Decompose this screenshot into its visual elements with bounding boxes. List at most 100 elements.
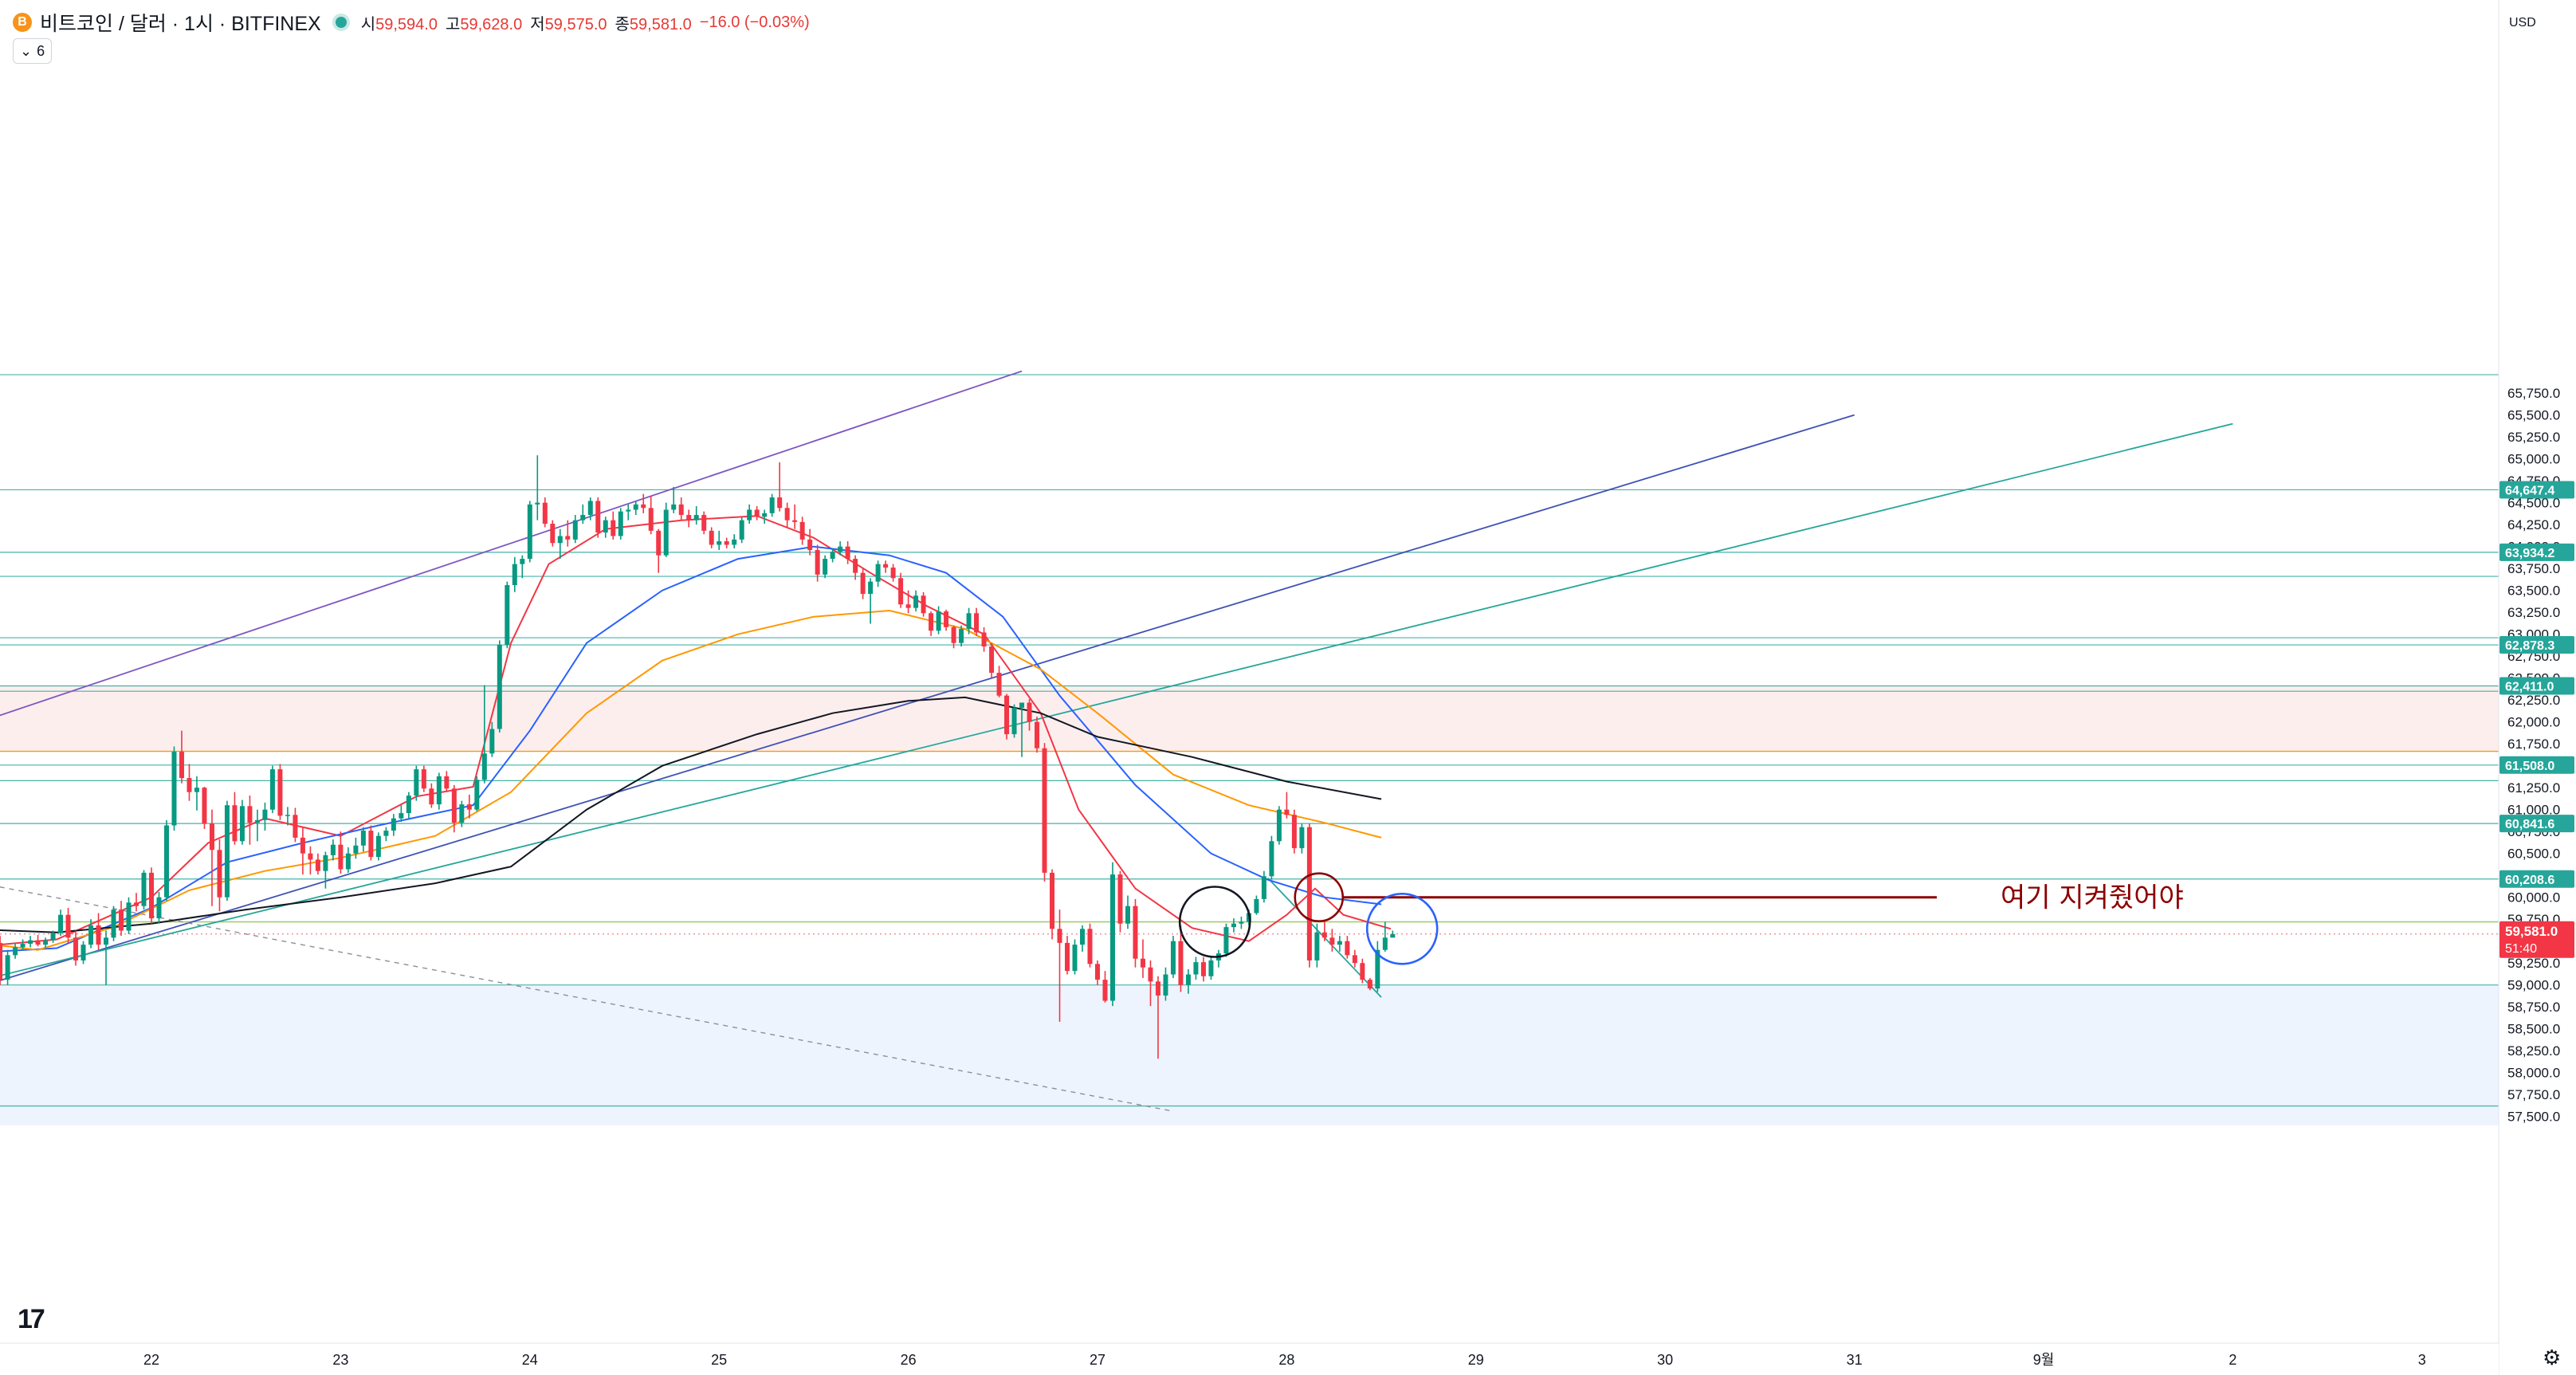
candle-body bbox=[436, 776, 442, 805]
candle-body bbox=[860, 572, 866, 595]
candle bbox=[141, 870, 147, 910]
candle-body bbox=[5, 955, 10, 980]
chevron-down-icon: ⌄ bbox=[20, 42, 33, 59]
candle bbox=[1314, 923, 1320, 968]
candle bbox=[739, 517, 744, 544]
candle bbox=[1367, 977, 1372, 991]
candle bbox=[921, 591, 926, 617]
candle-body bbox=[1140, 958, 1145, 968]
candle-body bbox=[444, 776, 450, 789]
candle bbox=[799, 517, 805, 545]
candle-body bbox=[913, 595, 919, 608]
candle bbox=[1133, 898, 1138, 968]
candle bbox=[399, 805, 404, 823]
y-tick-label: 58,250.0 bbox=[2507, 1043, 2560, 1059]
ohlc-open-label: 시 bbox=[360, 15, 376, 33]
candle bbox=[1321, 921, 1327, 941]
candle-body bbox=[209, 823, 214, 851]
gear-icon[interactable]: ⚙ bbox=[2543, 1346, 2562, 1369]
candle bbox=[860, 568, 866, 599]
candle-body bbox=[80, 945, 86, 961]
y-tick-label: 64,500.0 bbox=[2507, 496, 2560, 511]
candle-body bbox=[966, 613, 972, 630]
moving-average-line bbox=[0, 696, 1382, 933]
candle bbox=[1276, 806, 1282, 845]
candle-body bbox=[1193, 962, 1199, 975]
candle-body bbox=[163, 825, 169, 898]
candle-body bbox=[1065, 942, 1070, 972]
candle-body bbox=[1269, 841, 1274, 877]
candle-body bbox=[671, 504, 677, 510]
candle bbox=[1329, 929, 1335, 952]
candle-body bbox=[732, 539, 737, 545]
tradingview-logo-icon: 17 bbox=[18, 1304, 45, 1334]
candle bbox=[898, 572, 904, 608]
candle bbox=[678, 497, 684, 521]
candle bbox=[1170, 936, 1176, 978]
symbol-label[interactable]: 비트코인 / 달러 · 1시 · BITFINEX bbox=[40, 13, 321, 35]
ohlc-high-label: 고 bbox=[445, 15, 461, 33]
trend-line bbox=[0, 886, 1174, 1112]
candle-body bbox=[974, 613, 980, 633]
candle-body bbox=[587, 501, 593, 516]
x-tick-label: 22 bbox=[143, 1352, 159, 1368]
y-tick-label: 62,250.0 bbox=[2507, 693, 2560, 708]
candle-body bbox=[1185, 974, 1191, 985]
candle-body bbox=[1117, 874, 1123, 924]
candle-body bbox=[1208, 960, 1214, 976]
candle-body bbox=[119, 909, 124, 931]
candle-body bbox=[474, 780, 480, 810]
price-label-badge bbox=[2499, 636, 2574, 654]
x-tick-label: 3 bbox=[2418, 1352, 2426, 1368]
ohlc-low: 저59,575.0 bbox=[530, 11, 607, 34]
y-tick-label: 60,500.0 bbox=[2507, 847, 2560, 862]
candle bbox=[217, 839, 222, 912]
candle-body bbox=[28, 940, 33, 945]
candle-body bbox=[580, 515, 586, 521]
candle bbox=[171, 746, 177, 831]
candle-body bbox=[1035, 721, 1040, 748]
candle bbox=[587, 497, 593, 521]
candle bbox=[360, 827, 366, 852]
candle bbox=[671, 486, 677, 513]
ohlc-close: 종59,581.0 bbox=[615, 11, 692, 34]
candle-body bbox=[104, 937, 109, 945]
candle bbox=[315, 853, 320, 875]
candle bbox=[1125, 895, 1130, 929]
price-label-text: 64,647.4 bbox=[2505, 484, 2554, 497]
candle bbox=[1109, 862, 1115, 1007]
moving-average-line bbox=[0, 545, 1382, 953]
candle bbox=[383, 827, 389, 842]
candle-body bbox=[111, 909, 116, 938]
candle bbox=[1382, 921, 1388, 952]
candle bbox=[535, 455, 540, 521]
candle-body bbox=[921, 595, 926, 614]
candle-body bbox=[1291, 815, 1297, 849]
candle-body bbox=[1239, 921, 1244, 924]
candle-body bbox=[868, 581, 874, 595]
price-label-text: 62,411.0 bbox=[2505, 680, 2554, 693]
candle bbox=[451, 784, 457, 833]
candle-body bbox=[58, 914, 64, 933]
candle bbox=[1072, 939, 1078, 975]
annotation-circle bbox=[1294, 872, 1345, 922]
candle bbox=[323, 851, 328, 889]
candle-body bbox=[1155, 981, 1160, 996]
price-label-text: 63,934.2 bbox=[2505, 547, 2554, 560]
x-tick-label: 27 bbox=[1090, 1352, 1105, 1368]
candle-body bbox=[1390, 933, 1396, 938]
candle bbox=[724, 537, 729, 548]
candle-body bbox=[550, 524, 556, 544]
candle-body bbox=[875, 564, 881, 582]
candle bbox=[1087, 923, 1093, 968]
moving-average-line bbox=[0, 609, 1382, 951]
candle bbox=[512, 556, 517, 592]
candle-body bbox=[678, 504, 684, 516]
x-tick-label: 26 bbox=[901, 1352, 917, 1368]
x-tick-label: 29 bbox=[1468, 1352, 1484, 1368]
indicators-toggle-button[interactable]: ⌄ 6 bbox=[13, 38, 53, 64]
candle-body bbox=[996, 673, 1002, 696]
candle-body bbox=[648, 508, 654, 531]
candle-body bbox=[1261, 876, 1266, 899]
